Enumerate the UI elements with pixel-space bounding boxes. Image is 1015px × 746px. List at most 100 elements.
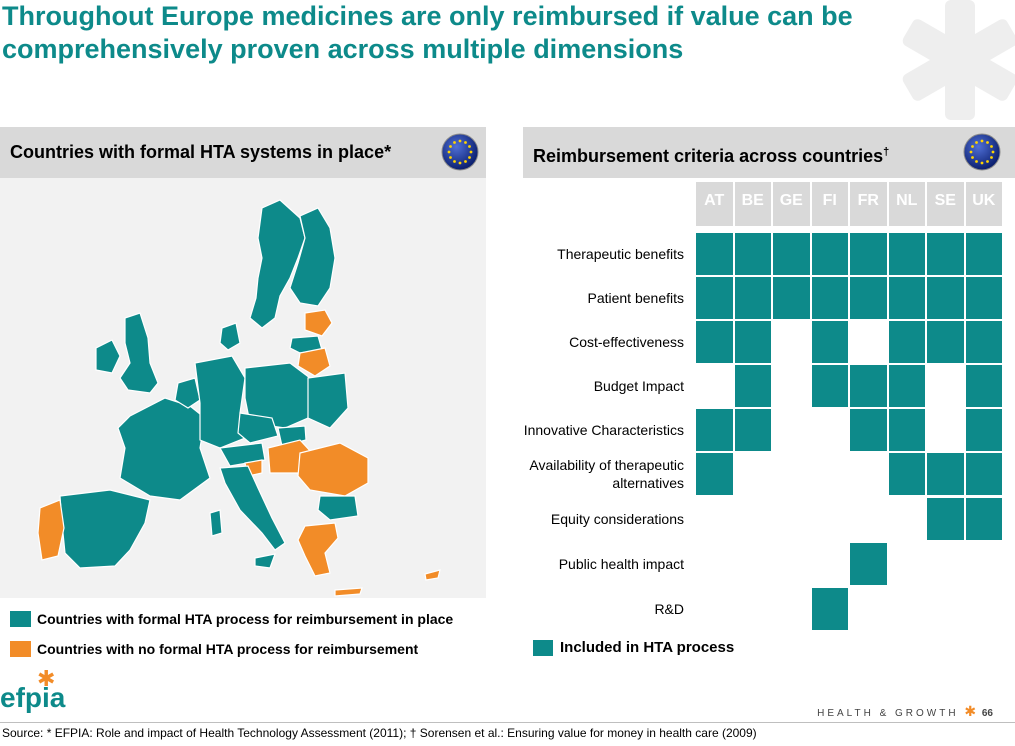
map-greece (297, 522, 339, 577)
map-baltic-north (304, 309, 333, 337)
matrix-cell-at (696, 453, 733, 495)
matrix-cell-nl (888, 409, 925, 451)
column-header-at: AT (696, 182, 733, 226)
matrix-cell-se (927, 277, 964, 319)
europe-map-panel (0, 178, 486, 598)
map-sicily (254, 553, 276, 569)
matrix-cell-ge (773, 233, 810, 275)
map-belarus (307, 372, 349, 429)
legend-swatch-teal (533, 640, 553, 656)
matrix-cell-fr (850, 277, 887, 319)
matrix-cell-at (696, 409, 733, 451)
map-czech (237, 412, 279, 444)
matrix-cell-uk (965, 277, 1002, 319)
page-title: Throughout Europe medicines are only rei… (2, 1, 853, 64)
map-uk (119, 312, 159, 394)
matrix-cell-se (927, 321, 964, 363)
map-austria (219, 442, 266, 467)
eu-flag-icon (441, 133, 479, 171)
legend-swatch-orange (10, 641, 31, 657)
column-header-be: BE (734, 182, 771, 226)
map-romania (297, 442, 369, 497)
matrix-cell-fi (811, 365, 848, 407)
map-italy (219, 465, 286, 551)
matrix-cell-uk (965, 498, 1002, 540)
eu-flag-icon (963, 133, 1001, 171)
background-asterisk-icon (902, 0, 1015, 120)
matrix-cell-be (734, 233, 771, 275)
map-scandinavia (249, 199, 306, 329)
map-crete (334, 587, 363, 597)
legend-label: Countries with formal HTA process for re… (37, 611, 454, 627)
row-label: Public health impact (558, 556, 684, 572)
matrix-cell-be (734, 277, 771, 319)
efpia-logo: efpia ✱ (0, 666, 66, 714)
matrix-cell-se (927, 498, 964, 540)
source-note: Source: * EFPIA: Role and impact of Heal… (2, 726, 757, 740)
map-bulgaria (317, 495, 359, 521)
row-label: Patient benefits (587, 290, 684, 306)
matrix-cell-fr (850, 543, 887, 585)
dagger-mark: † (883, 146, 890, 158)
logo-asterisk-icon: ✱ (37, 666, 56, 691)
matrix-cell-fi (811, 233, 848, 275)
row-label: Innovative Characteristics (523, 422, 684, 438)
matrix-cell-fi (811, 588, 848, 630)
map-ireland (95, 339, 121, 374)
row-label: Equity considerations (550, 511, 684, 527)
map-portugal (37, 499, 65, 561)
row-label: Budget Impact (593, 378, 684, 394)
criteria-panel-header: Reimbursement criteria across countries† (523, 127, 1015, 178)
legend-label: Included in HTA process (560, 639, 735, 656)
column-header-fr: FR (850, 182, 887, 226)
row-label: Cost-effectiveness (569, 334, 684, 350)
row-label: Therapeutic benefits (557, 246, 684, 262)
matrix-cell-nl (888, 453, 925, 495)
page-number: 66 (981, 708, 993, 719)
criteria-panel-title: Reimbursement criteria across countries (533, 146, 884, 166)
matrix-cell-fr (850, 233, 887, 275)
logo-text: efpia (0, 682, 66, 713)
matrix-cell-nl (888, 233, 925, 275)
legend-label: Countries with no formal HTA process for… (37, 641, 419, 657)
legend-swatch-teal (10, 611, 31, 627)
column-header-nl: NL (888, 182, 925, 226)
map-germany (194, 355, 246, 449)
matrix-cell-at (696, 321, 733, 363)
row-label: Availability of therapeutic alternatives (529, 457, 684, 491)
matrix-cell-fi (811, 321, 848, 363)
map-sardinia (209, 509, 223, 537)
column-header-uk: UK (965, 182, 1002, 226)
map-latvia (297, 347, 331, 377)
matrix-cell-nl (888, 277, 925, 319)
footer-divider (0, 722, 1015, 723)
map-spain (59, 489, 151, 569)
matrix-cell-at (696, 233, 733, 275)
footer-tagline: HEALTH & GROWTH ✱ 66 (817, 703, 993, 720)
map-cyprus (424, 569, 441, 581)
matrix-cell-fr (850, 409, 887, 451)
matrix-cell-be (734, 409, 771, 451)
map-denmark (219, 322, 241, 351)
column-header-fi: FI (811, 182, 848, 226)
matrix-cell-ge (773, 277, 810, 319)
map-poland (244, 362, 311, 429)
matrix-cell-uk (965, 409, 1002, 451)
matrix-cell-at (696, 277, 733, 319)
tagline-text: HEALTH & GROWTH (817, 708, 959, 719)
matrix-cell-se (927, 233, 964, 275)
matrix-background (695, 226, 1003, 631)
map-panel-title: Countries with formal HTA systems in pla… (10, 142, 392, 162)
map-panel-header: Countries with formal HTA systems in pla… (0, 127, 486, 178)
matrix-cell-uk (965, 453, 1002, 495)
matrix-cell-se (927, 453, 964, 495)
column-header-se: SE (927, 182, 964, 226)
matrix-cell-be (734, 365, 771, 407)
europe-map (37, 199, 441, 597)
matrix-cell-fr (850, 365, 887, 407)
matrix-cell-be (734, 321, 771, 363)
map-finland (289, 207, 336, 307)
matrix-cell-nl (888, 365, 925, 407)
map-benelux (174, 377, 201, 409)
matrix-cell-uk (965, 233, 1002, 275)
